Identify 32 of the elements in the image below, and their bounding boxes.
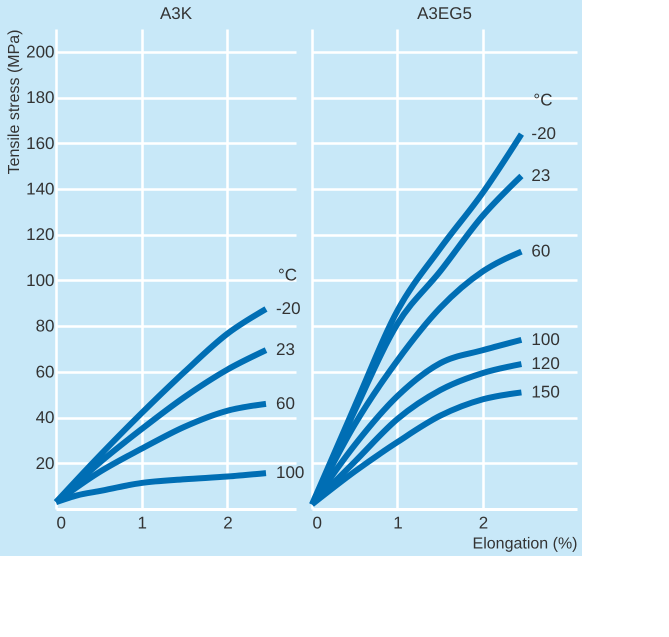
x-tick-label: 2 [223, 514, 233, 532]
y-axis-title: Tensile stress (MPa) [6, 30, 24, 174]
y-tick-label: 100 [26, 270, 54, 290]
y-tick-label: 140 [26, 180, 54, 198]
annotation: °C [533, 90, 553, 110]
series-label: 100 [276, 463, 304, 482]
x-tick-label: 1 [393, 514, 403, 532]
chart-title: A3EG5 [417, 4, 472, 23]
x-tick-label: 0 [56, 514, 66, 532]
x-tick-label: 0 [312, 514, 322, 532]
y-tick-label: 180 [26, 88, 54, 108]
y-tick-label: 80 [36, 316, 54, 336]
y-tick-label: 60 [36, 362, 54, 382]
x-tick-label: 1 [137, 514, 147, 532]
series-label: -20 [531, 124, 556, 144]
series-label: 120 [531, 354, 560, 374]
y-tick-label: 160 [26, 134, 54, 153]
chart-title: A3K [160, 4, 193, 23]
x-tick-label: 2 [478, 514, 488, 532]
series-label: 23 [276, 340, 295, 360]
y-tick-label: 20 [36, 454, 54, 473]
annotation: °C [278, 265, 298, 284]
y-tick-label: 120 [26, 225, 54, 244]
series-label: 60 [276, 394, 295, 413]
series-label: 150 [531, 382, 560, 402]
series-label: 100 [531, 330, 560, 349]
series-label: 23 [531, 166, 550, 185]
y-tick-label: 40 [36, 408, 54, 428]
series-label: -20 [276, 299, 301, 318]
series-label: 60 [531, 242, 550, 261]
x-axis-title: Elongation (%) [472, 536, 578, 552]
y-tick-label: 200 [26, 42, 54, 62]
